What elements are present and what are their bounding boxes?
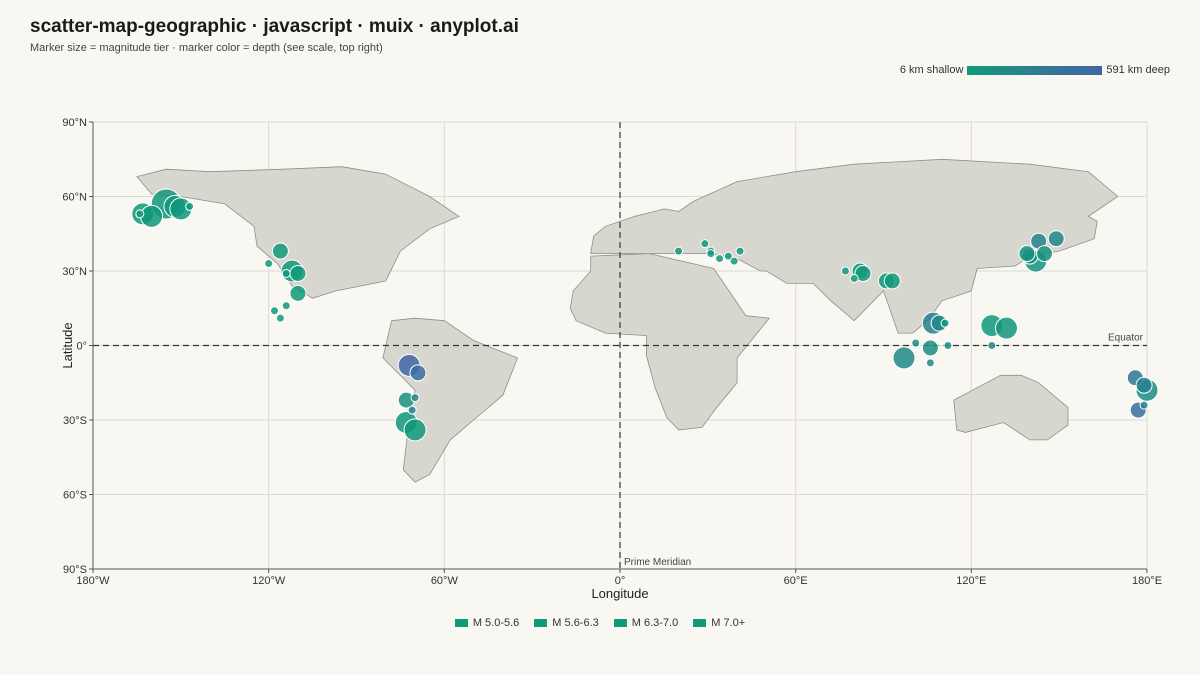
x-tick-label: 120°W [252,575,286,587]
y-tick-label: 0° [76,341,87,353]
legend-item-tier-1[interactable]: M 5.0-5.6 [454,617,520,629]
x-tick-label: 0° [615,575,626,587]
x-tick-label: 60°W [431,575,459,587]
legend-label: M 7.0+ [711,617,746,629]
earthquake-marker[interactable] [264,259,274,269]
landmass-australia [953,374,1069,441]
earthquake-marker[interactable] [140,204,164,228]
y-axis-label: Latitude [60,322,75,368]
legend-item-tier-4[interactable]: M 7.0+ [693,617,745,629]
y-tick-label: 30°S [63,415,87,427]
earthquake-marker[interactable] [994,316,1018,340]
depth-scale-min-label: 6 km shallow [899,64,964,76]
prime-meridian-label: Prime Meridian [624,557,691,568]
earthquake-marker[interactable] [840,266,850,276]
earthquake-marker[interactable] [281,301,291,311]
legend: M 5.0-5.6 M 5.6-6.3 M 6.3-7.0 M 7.0+ [0,617,1200,629]
earthquake-marker[interactable] [925,358,935,368]
earthquake-marker[interactable] [706,249,716,259]
chart-title: scatter-map-geographic · javascript · mu… [30,16,519,37]
legend-swatch [613,619,627,627]
earthquake-marker[interactable] [407,405,417,415]
x-tick-label: 180°W [76,575,110,587]
earthquake-marker[interactable] [1139,400,1149,410]
earthquake-marker[interactable] [700,239,710,249]
legend-label: M 6.3-7.0 [631,617,679,629]
earthquake-marker[interactable] [270,306,280,316]
legend-item-tier-3[interactable]: M 6.3-7.0 [613,617,679,629]
earthquake-marker[interactable] [409,364,427,382]
earthquake-marker[interactable] [892,346,916,370]
earthquake-marker[interactable] [1135,376,1153,394]
equator-label: Equator [1108,333,1144,344]
earthquake-marker[interactable] [1018,245,1036,263]
landmass-africa [569,253,771,431]
earthquake-marker[interactable] [289,284,307,302]
chart-subtitle: Marker size = magnitude tier · marker co… [30,42,383,54]
earthquake-marker[interactable] [410,393,420,403]
earthquake-marker[interactable] [1047,230,1065,248]
earthquake-marker[interactable] [883,272,901,290]
y-tick-label: 30°N [62,266,87,278]
earthquake-marker[interactable] [943,341,953,350]
earthquake-marker[interactable] [987,341,997,350]
earthquake-marker[interactable] [911,338,921,348]
earthquake-marker[interactable] [185,201,195,211]
legend-swatch [534,619,548,627]
earthquake-marker[interactable] [723,251,733,261]
earthquake-marker[interactable] [854,264,872,282]
earthquake-marker[interactable] [271,242,289,260]
earthquake-marker[interactable] [715,254,725,264]
x-tick-label: 60°E [784,575,808,587]
depth-color-scale: 6 km shallow 591 km deep [900,64,1170,76]
earthquake-marker[interactable] [403,418,427,442]
legend-label: M 5.0-5.6 [472,617,520,629]
earthquake-marker[interactable] [289,264,307,282]
y-tick-label: 90°S [63,564,87,576]
legend-label: M 5.6-6.3 [552,617,599,629]
earthquake-marker[interactable] [281,268,291,278]
legend-item-tier-2[interactable]: M 5.6-6.3 [534,617,599,629]
earthquake-marker[interactable] [1036,245,1054,263]
x-tick-label: 120°E [956,575,986,587]
y-tick-label: 60°S [63,490,87,502]
x-axis-label: Longitude [591,586,648,601]
depth-scale-max-label: 591 km deep [1106,64,1170,76]
legend-swatch [693,619,707,627]
earthquake-marker[interactable] [135,209,145,219]
legend-swatch [454,619,468,627]
earthquake-marker[interactable] [674,246,684,256]
y-tick-label: 90°N [62,117,87,129]
depth-gradient-bar [967,65,1103,75]
earthquake-marker[interactable] [275,313,285,323]
earthquake-marker[interactable] [921,339,939,357]
earthquake-marker[interactable] [735,246,745,256]
y-tick-label: 60°N [62,192,87,204]
earthquake-marker[interactable] [729,256,739,266]
earthquake-marker[interactable] [940,318,950,328]
x-tick-label: 180°E [1132,575,1162,587]
landmass-north-america [136,166,460,299]
earthquake-marker[interactable] [849,273,859,283]
